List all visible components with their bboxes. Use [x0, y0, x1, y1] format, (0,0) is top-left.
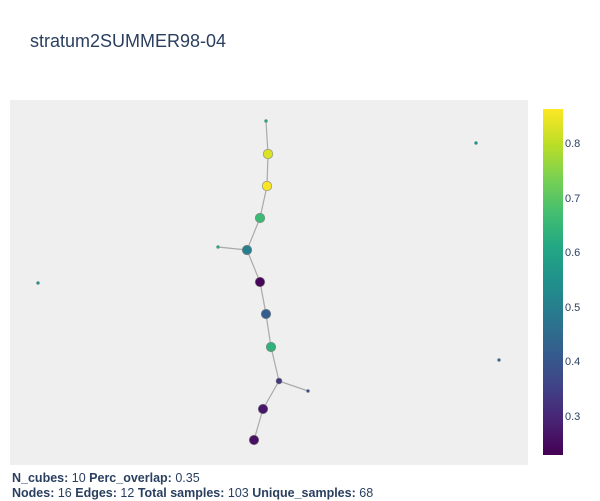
- graph-node[interactable]: [257, 403, 269, 415]
- total-samples-value: 103: [227, 486, 249, 500]
- colorbar-tick-label: 0.6: [565, 247, 581, 260]
- colorbar-ticks: 0.8 0.7 0.6 0.5 0.4 0.3: [563, 109, 600, 455]
- graph-node[interactable]: [497, 358, 501, 362]
- edges-label: Edges:: [75, 486, 117, 500]
- graph-node[interactable]: [260, 308, 272, 320]
- stats-line-2: Nodes: 16 Edges: 12 Total samples: 103 U…: [12, 486, 373, 501]
- graph-node[interactable]: [265, 341, 277, 353]
- edges-layer: [217, 120, 309, 441]
- graph-node[interactable]: [248, 434, 260, 446]
- chart-title: stratum2SUMMER98-04: [30, 31, 227, 51]
- graph-node[interactable]: [264, 119, 268, 123]
- graph-node[interactable]: [254, 276, 266, 288]
- graph-node[interactable]: [261, 180, 273, 192]
- graph-node[interactable]: [306, 389, 310, 393]
- graph-node[interactable]: [241, 244, 253, 256]
- total-samples-label: Total samples:: [137, 486, 225, 500]
- colorbar-tick-label: 0.3: [565, 410, 581, 423]
- graph-edge: [246, 217, 261, 251]
- graph-edge: [259, 281, 267, 315]
- graph-node[interactable]: [474, 141, 478, 145]
- nodes-layer: [36, 119, 501, 446]
- stats-line-1: N_cubes: 10 Perc_overlap: 0.35: [12, 471, 373, 486]
- graph-edge: [265, 120, 269, 155]
- colorbar: [543, 109, 563, 455]
- colorbar-tick-label: 0.4: [565, 356, 581, 369]
- graph-edge: [270, 346, 280, 382]
- graph-node[interactable]: [275, 377, 283, 385]
- n-cubes-label: N_cubes:: [12, 471, 69, 485]
- graph-edge: [246, 249, 261, 283]
- graph-node[interactable]: [262, 148, 274, 160]
- graph-canvas[interactable]: [10, 100, 528, 465]
- edges-value: 12: [120, 486, 135, 500]
- graph-node[interactable]: [36, 281, 40, 285]
- graph-stats: N_cubes: 10 Perc_overlap: 0.35 Nodes: 16…: [12, 471, 373, 501]
- graph-edge: [253, 408, 264, 441]
- colorbar-tick-label: 0.7: [565, 192, 581, 205]
- colorbar-tick-label: 0.5: [565, 301, 581, 314]
- plot-area[interactable]: [10, 100, 528, 465]
- graph-edge: [266, 153, 269, 187]
- perc-overlap-value: 0.35: [175, 471, 200, 485]
- graph-edge: [265, 313, 272, 348]
- n-cubes-value: 10: [71, 471, 86, 485]
- unique-samples-value: 68: [359, 486, 374, 500]
- colorbar-tick-label: 0.8: [565, 138, 581, 151]
- perc-overlap-label: Perc_overlap:: [89, 471, 172, 485]
- graph-edge: [259, 185, 268, 219]
- graph-edge: [278, 380, 309, 392]
- graph-node[interactable]: [216, 245, 220, 249]
- nodes-label: Nodes:: [12, 486, 55, 500]
- graph-edge: [262, 380, 280, 410]
- unique-samples-label: Unique_samples:: [252, 486, 356, 500]
- nodes-value: 16: [57, 486, 72, 500]
- graph-node[interactable]: [254, 212, 266, 224]
